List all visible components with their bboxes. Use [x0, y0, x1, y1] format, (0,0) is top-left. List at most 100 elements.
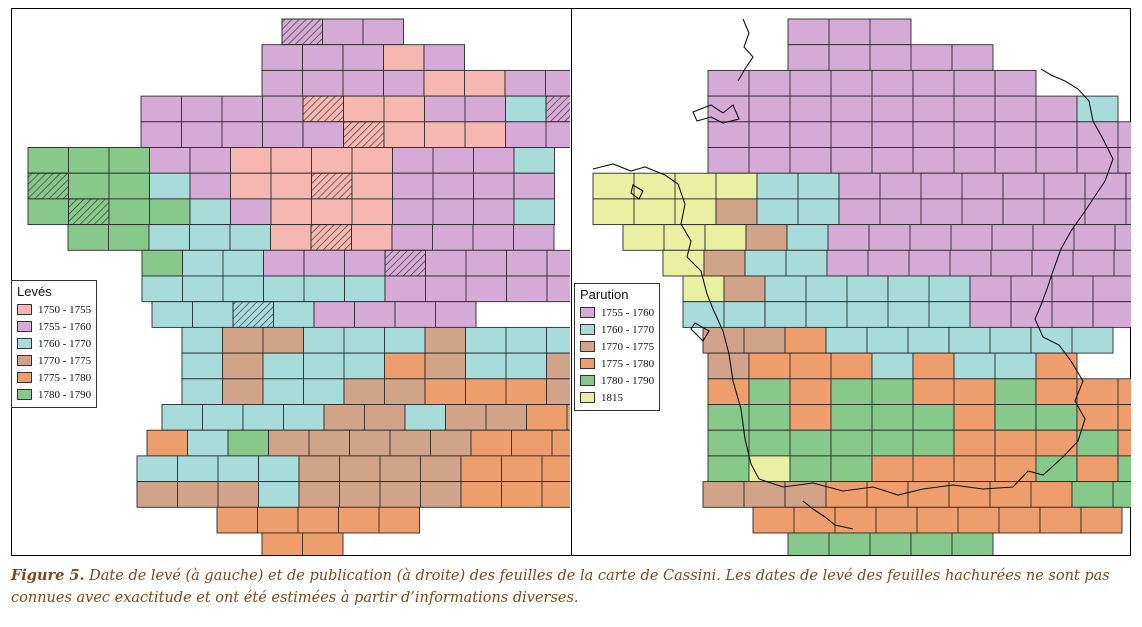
right-map-sheet — [707, 352, 750, 380]
left-legend-item: 1770 - 1775 — [17, 352, 91, 369]
right-legend-item: 1815 — [580, 389, 654, 406]
figure-caption: Figure 5. Date de levé (à gauche) et de … — [11, 565, 1136, 609]
left-map-sheet — [262, 95, 304, 123]
left-map-sheet — [136, 481, 259, 508]
right-map-sheet — [969, 275, 1131, 303]
left-legend-item: 1775 - 1780 — [17, 369, 91, 386]
right-map-sheet — [707, 95, 1078, 123]
left-map-sheet — [27, 198, 69, 226]
left-map-sheet — [313, 301, 355, 328]
right-map-sheet — [764, 275, 889, 303]
right-legend-label: 1780 - 1790 — [601, 374, 655, 387]
left-map-sheet — [141, 249, 183, 277]
right-map-sheet — [748, 352, 873, 380]
right-map-sheet — [1035, 352, 1078, 380]
right-map-sheet — [789, 404, 832, 431]
caption-label: Figure 5. — [11, 567, 85, 584]
left-map-sheet — [149, 172, 191, 200]
right-map-parution — [592, 18, 1131, 555]
left-map-sheet — [351, 172, 393, 200]
right-map-sheet — [707, 147, 832, 174]
left-map-sheet — [263, 249, 305, 277]
left-legend-swatch — [17, 321, 32, 332]
left-map-sheet-hatched — [232, 301, 274, 328]
right-map-sheet — [704, 224, 747, 251]
right-legend-item: 1770 - 1775 — [580, 338, 654, 355]
right-map-sheet — [825, 326, 950, 354]
left-map-sheet — [513, 198, 555, 226]
left-map-sheet — [465, 326, 570, 354]
right-map-sheet — [994, 404, 1037, 431]
right-legend-item: 1780 - 1790 — [580, 372, 654, 389]
left-map-sheet-hatched — [302, 95, 344, 123]
left-map-sheet — [302, 44, 344, 71]
right-map-sheet — [1039, 506, 1082, 534]
left-legend-label: 1755 - 1760 — [38, 320, 92, 333]
right-map-sheet — [953, 429, 1078, 457]
left-map-sheet — [349, 429, 472, 457]
left-map-sheet — [425, 249, 570, 277]
left-map-sheet — [222, 352, 264, 380]
left-map-sheet — [424, 352, 466, 380]
left-map-sheet — [342, 44, 384, 71]
left-map-sheet — [344, 275, 386, 303]
left-map-sheet — [189, 198, 231, 226]
right-map-sheet — [830, 429, 955, 457]
left-map-sheet — [181, 378, 223, 405]
right-map-sheet — [784, 326, 827, 354]
left-map-sheet — [258, 455, 300, 483]
left-legend-item: 1755 - 1760 — [17, 318, 91, 335]
left-map-sheet-hatched — [27, 172, 69, 200]
left-legend-label: 1750 - 1755 — [38, 303, 92, 316]
left-map-sheet — [149, 147, 191, 174]
right-map-sheet — [787, 18, 912, 46]
right-legend-swatch — [580, 358, 595, 369]
right-map-sheet — [715, 198, 758, 226]
left-map-sheet — [258, 481, 300, 508]
right-map-sheet — [748, 378, 791, 405]
left-map-sheet — [222, 378, 264, 405]
left-map-sheet — [383, 69, 425, 97]
right-map-sheet — [830, 455, 873, 483]
right-map-sheet — [787, 532, 912, 555]
left-legend-swatch — [17, 355, 32, 366]
left-map-sheet-hatched — [281, 18, 323, 46]
left-map-levés — [27, 18, 570, 555]
left-map-sheet — [470, 429, 570, 457]
left-map-sheet — [404, 404, 446, 431]
left-legend-label: 1770 - 1775 — [38, 354, 92, 367]
left-map-sheet — [513, 172, 555, 200]
right-map-sheet — [1035, 455, 1078, 483]
right-legend-item: 1755 - 1760 — [580, 304, 654, 321]
right-map-sheet — [1080, 506, 1123, 534]
caption-text: Date de levé (à gauche) et de publicatio… — [11, 568, 1110, 606]
left-legend-label: 1775 - 1780 — [38, 371, 92, 384]
left-map-sheet — [392, 198, 515, 226]
right-legend-label: 1775 - 1780 — [601, 357, 655, 370]
left-map-sheet — [505, 95, 547, 123]
left-map-sheet — [136, 455, 259, 483]
left-map-sheet — [297, 506, 420, 534]
right-map-sheet — [789, 378, 832, 405]
right-map-sheet — [745, 224, 788, 251]
left-legend-item: 1760 - 1770 — [17, 335, 91, 352]
left-legend-label: 1780 - 1790 — [38, 388, 92, 401]
left-map-sheet-hatched — [343, 121, 385, 148]
right-map-sheet — [789, 121, 1131, 148]
right-map-sheet — [1076, 455, 1119, 483]
right-map-sheet — [707, 429, 832, 457]
left-map-sheet — [273, 301, 315, 328]
left-map-sheet — [303, 326, 426, 354]
right-map-sheet — [1035, 378, 1078, 405]
right-map-sheet — [592, 198, 717, 226]
right-legend-label: 1770 - 1775 — [601, 340, 655, 353]
right-map-sheet — [1076, 429, 1119, 457]
left-legend-title: Levés — [17, 284, 52, 299]
right-map-sheet — [662, 249, 705, 277]
coastline-and-borders — [592, 18, 1114, 530]
right-map-sheet — [786, 224, 829, 251]
left-map-sheet — [383, 44, 425, 71]
left-map-sheet — [383, 121, 506, 148]
left-legend-item: 1780 - 1790 — [17, 386, 91, 403]
right-map-sheet — [1125, 172, 1131, 200]
